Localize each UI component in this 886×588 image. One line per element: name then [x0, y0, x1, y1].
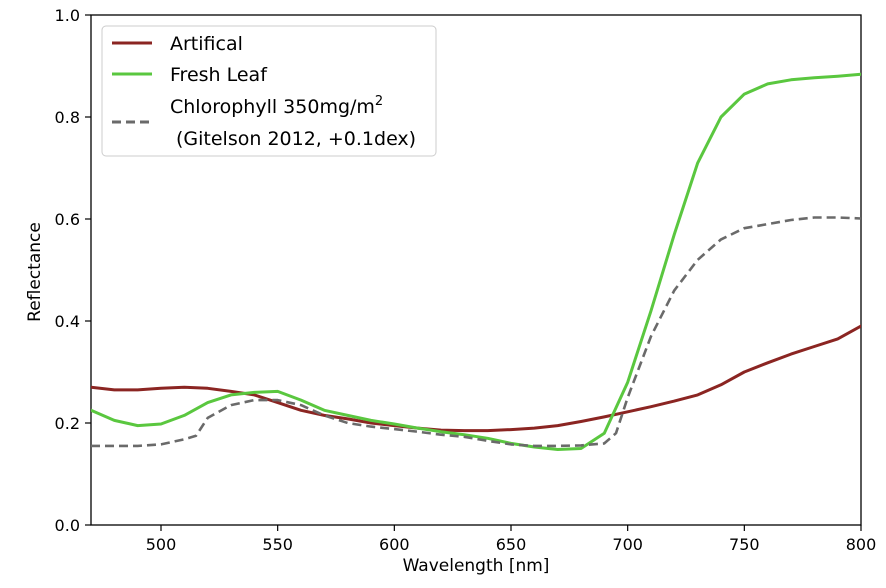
x-tick-label: 700: [612, 535, 643, 554]
legend-box: [101, 25, 437, 157]
y-tick-label: 0.6: [55, 210, 80, 229]
y-axis-label: Reflectance: [25, 222, 45, 322]
legend-label-fresh-leaf: Fresh Leaf: [170, 64, 268, 86]
x-axis-label: Wavelength [nm]: [403, 556, 550, 576]
x-tick-label: 650: [496, 535, 527, 554]
legend-label-chlorophyll-line2: (Gitelson 2012, +0.1dex): [176, 128, 416, 150]
series-line-artifical: [91, 324, 861, 433]
x-tick-label: 750: [729, 535, 760, 554]
x-axis-ticks: 500 550 600 650 700 750 800: [146, 525, 877, 554]
y-tick-label: 0.4: [55, 312, 80, 331]
y-tick-label: 0.8: [55, 108, 80, 127]
y-axis-ticks: 0.0 0.2 0.4 0.6 0.8 1.0: [55, 6, 91, 535]
y-tick-label: 1.0: [55, 6, 80, 25]
y-tick-label: 0.0: [55, 516, 80, 535]
series-lines: [91, 72, 861, 451]
legend: Artifical Fresh Leaf Chlorophyll 350mg/m…: [101, 25, 437, 157]
legend-label-chlorophyll-main: Chlorophyll 350mg/m: [170, 96, 375, 118]
legend-label-chlorophyll-superscript: 2: [375, 94, 383, 109]
legend-label-chlorophyll: Chlorophyll 350mg/m2: [170, 94, 383, 118]
x-tick-label: 550: [262, 535, 293, 554]
series-line-chlorophyll-350mg-m2-git: [91, 216, 861, 448]
x-tick-label: 500: [146, 535, 177, 554]
x-tick-label: 600: [379, 535, 410, 554]
series-line-fresh-leaf: [91, 72, 861, 451]
x-tick-label: 800: [846, 535, 877, 554]
y-tick-label: 0.2: [55, 414, 80, 433]
legend-label-artifical: Artifical: [170, 33, 243, 55]
